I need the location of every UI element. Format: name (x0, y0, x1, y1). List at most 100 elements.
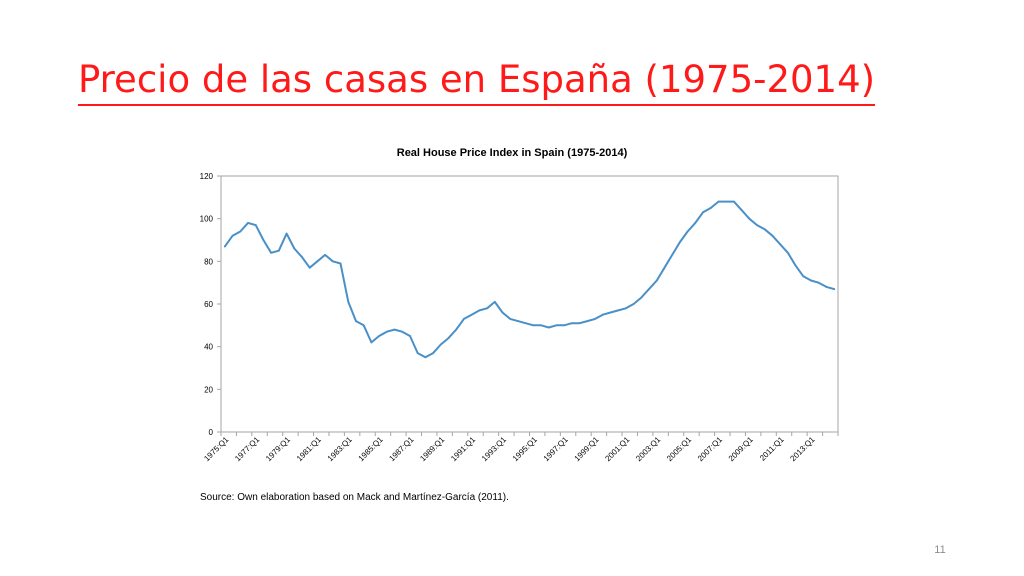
x-tick-label: 1997:Q1 (542, 435, 570, 463)
data-point (655, 279, 658, 282)
y-tick-label: 100 (200, 215, 214, 224)
data-point (277, 249, 280, 252)
data-point (802, 275, 805, 278)
x-axis: 1975:Q1 1977:Q1 1979:Q1 1981:Q1 1983:Q1 1985:… (202, 432, 839, 463)
x-tick-label: 1989:Q1 (418, 435, 446, 463)
data-point (509, 318, 512, 320)
data-point (432, 352, 434, 354)
x-tick-label: 2001:Q1 (603, 435, 631, 463)
x-tick-label: 1999:Q1 (573, 435, 601, 463)
data-point (617, 309, 620, 312)
data-point (416, 352, 419, 354)
y-tick-label: 120 (200, 172, 214, 181)
data-point (401, 330, 404, 333)
x-tick-label: 1995:Q1 (511, 435, 539, 463)
data-point (362, 324, 365, 327)
data-point (486, 307, 488, 310)
y-tick-label: 20 (204, 385, 213, 394)
data-point (293, 247, 296, 250)
data-point (594, 318, 596, 320)
slide-number: 11 (934, 544, 946, 556)
data-point (694, 222, 697, 224)
data-point (301, 256, 303, 258)
x-tick-label: 2009:Q1 (727, 435, 755, 463)
data-point (331, 260, 334, 263)
data-point (632, 303, 635, 305)
x-tick-label: 2011:Q1 (758, 435, 786, 463)
data-point (578, 322, 581, 325)
x-tick-label: 1993:Q1 (480, 435, 508, 463)
data-point (686, 230, 689, 233)
data-point (231, 234, 234, 237)
data-point (571, 322, 573, 325)
data-point (447, 337, 450, 340)
data-point (378, 335, 381, 337)
y-axis: 0 20 40 60 80 100 120 (200, 172, 221, 437)
source-note: Source: Own elaboration based on Mack an… (200, 492, 509, 503)
data-point (601, 313, 604, 316)
x-tick-label: 1983:Q1 (326, 435, 354, 463)
data-point (671, 254, 674, 256)
y-tick-label: 80 (204, 257, 213, 266)
data-point (316, 260, 319, 263)
data-point (663, 266, 666, 269)
data-point (370, 341, 373, 344)
slide-title: Precio de las casas en España (1975-2014… (78, 56, 876, 106)
data-point (339, 262, 342, 265)
data-point (254, 224, 257, 226)
x-tick-label: 2013:Q1 (788, 435, 816, 463)
data-point (424, 356, 427, 359)
x-tick-label: 2005:Q1 (665, 435, 693, 463)
data-point (640, 296, 643, 299)
data-point (501, 311, 504, 314)
data-point (732, 200, 735, 203)
data-point (794, 264, 797, 267)
data-point (740, 209, 743, 212)
x-tick-label: 1979:Q1 (264, 435, 292, 463)
data-point (825, 286, 828, 288)
data-point (547, 326, 550, 329)
data-point (786, 251, 789, 254)
data-point (247, 222, 249, 224)
data-point (833, 288, 836, 290)
data-point (285, 232, 288, 235)
data-point (725, 200, 728, 203)
data-point (270, 251, 273, 254)
data-point (478, 309, 481, 312)
data-point (347, 300, 350, 303)
data-point (223, 245, 226, 248)
x-tick-label: 1991:Q1 (449, 435, 477, 463)
data-point (771, 234, 774, 237)
data-point (524, 322, 527, 325)
data-point (439, 343, 442, 346)
x-tick-label: 1975:Q1 (202, 435, 230, 463)
data-point (532, 324, 535, 327)
data-point (385, 330, 388, 333)
data-point (393, 328, 396, 331)
data-point (262, 239, 265, 241)
chart-title: Real House Price Index in Spain (1975-20… (397, 147, 628, 159)
x-tick-label: 1987:Q1 (387, 435, 415, 463)
x-tick-label: 2007:Q1 (696, 435, 724, 463)
data-point (748, 217, 751, 220)
y-tick-label: 60 (204, 300, 213, 309)
data-point (455, 328, 458, 331)
data-point (493, 300, 496, 303)
series-points (223, 200, 836, 359)
data-point (763, 228, 766, 231)
data-point (555, 324, 558, 327)
x-tick-label: 2003:Q1 (634, 435, 662, 463)
data-point (756, 224, 758, 226)
data-point (463, 318, 465, 320)
data-point (702, 211, 704, 214)
data-point (308, 266, 311, 269)
y-tick-label: 0 (209, 428, 214, 437)
data-point (810, 279, 812, 282)
x-tick-label: 1977:Q1 (233, 435, 261, 463)
data-point (625, 307, 627, 310)
data-point (817, 281, 820, 284)
data-point (709, 207, 712, 209)
data-point (563, 324, 566, 327)
data-point (409, 335, 411, 337)
